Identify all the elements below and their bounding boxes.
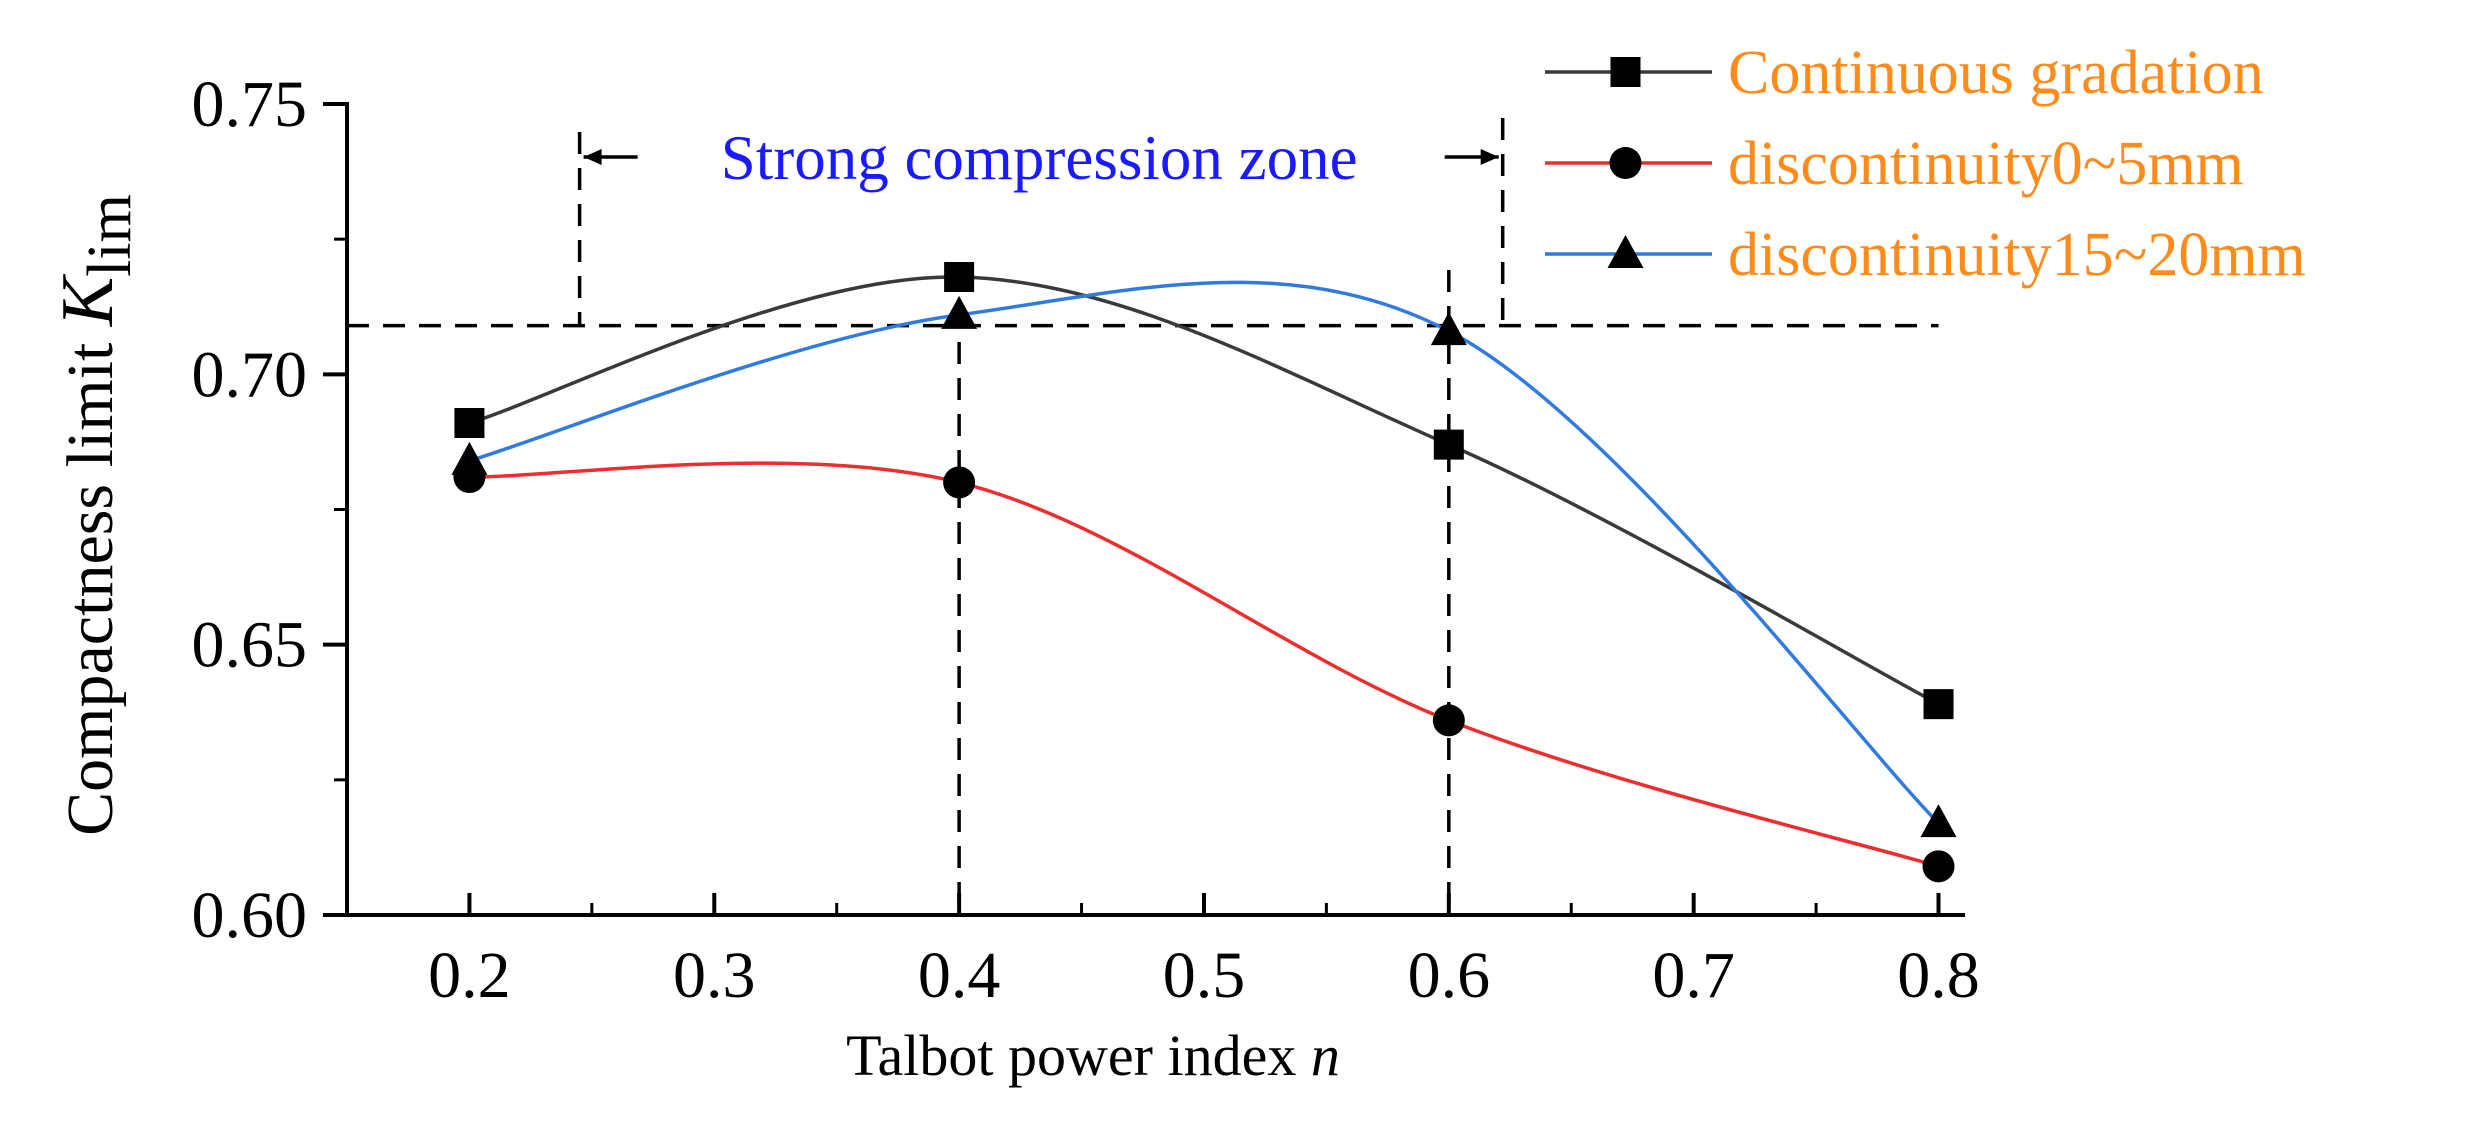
zone-right-arrowhead — [1480, 149, 1499, 165]
legend-label: Continuous gradation — [1728, 39, 2264, 107]
y-axis-title-sub: lim — [76, 194, 144, 277]
data-point-circle — [943, 466, 976, 499]
data-point-triangle — [1430, 312, 1467, 346]
data-point-circle — [1432, 704, 1465, 737]
x-axis-title: Talbot power index n — [846, 1023, 1340, 1088]
data-point-triangle — [451, 441, 488, 475]
legend-label: discontinuity15~20mm — [1728, 221, 2306, 289]
data-point-circle — [1922, 850, 1955, 883]
x-tick-label: 0.8 — [1897, 939, 1980, 1012]
legend: Continuous gradation discontinuity0~5mm di… — [1545, 39, 2306, 289]
x-tick-label: 0.6 — [1408, 939, 1491, 1012]
series-line — [468, 275, 1940, 706]
data-point-square — [454, 407, 485, 438]
zone-left-arrowhead — [583, 149, 602, 165]
x-tick-label: 0.4 — [918, 939, 1001, 1012]
series-line — [469, 461, 1940, 869]
y-tick-label: 0.60 — [192, 879, 308, 952]
series-lines — [468, 275, 1940, 869]
data-point-square — [1433, 429, 1464, 460]
legend-marker-triangle — [1607, 235, 1644, 268]
tick-labels: 0.2 0.3 0.4 0.5 0.6 0.7 0.8 0.60 0.65 0.70 0.75 — [192, 68, 1980, 1012]
y-tick-label: 0.75 — [192, 68, 308, 141]
data-point-triangle — [941, 295, 978, 329]
data-point-triangle — [1920, 804, 1957, 838]
x-tick-label: 0.2 — [428, 939, 511, 1012]
y-axis-title-var: K — [47, 273, 129, 327]
series-line — [468, 280, 1940, 825]
data-markers — [451, 262, 1957, 883]
x-axis-title-text: Talbot power index — [846, 1023, 1296, 1088]
x-axis-title-var: n — [1311, 1023, 1340, 1088]
x-tick-label: 0.3 — [673, 939, 756, 1012]
legend-label: discontinuity0~5mm — [1728, 130, 2244, 198]
ticks — [323, 102, 1941, 917]
x-tick-label: 0.7 — [1652, 939, 1735, 1012]
data-point-square — [944, 262, 975, 293]
legend-marker-circle — [1609, 147, 1642, 179]
x-tick-label: 0.5 — [1163, 939, 1246, 1012]
guide-lines — [347, 118, 1939, 915]
compression-zone-annotation: Strong compression zone — [583, 123, 1499, 193]
data-point-square — [1923, 689, 1954, 720]
zone-label: Strong compression zone — [721, 123, 1358, 193]
y-tick-label: 0.65 — [192, 609, 308, 682]
axes — [345, 102, 1965, 917]
y-axis-title-text: Compactness limit — [54, 343, 127, 836]
legend-marker-square — [1610, 57, 1641, 87]
y-axis-title: Compactness limit Klim — [47, 194, 144, 836]
y-tick-label: 0.70 — [192, 338, 308, 411]
